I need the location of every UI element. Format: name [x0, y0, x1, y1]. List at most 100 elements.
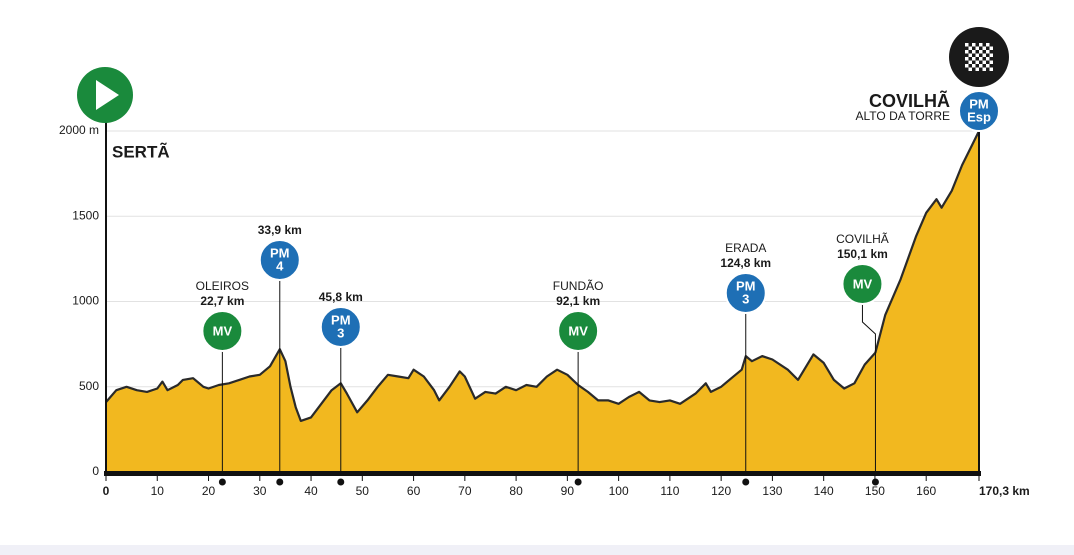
checker-square: [986, 64, 990, 68]
km-dot: [337, 478, 345, 486]
place-name: COVILHÃ: [836, 232, 889, 246]
checker-square: [968, 67, 972, 71]
badge-circle: [258, 239, 301, 281]
km-label: 45,8 km: [319, 290, 363, 304]
profile-line: [105, 130, 980, 422]
badge-circle: [557, 310, 600, 352]
badge-text: MV: [853, 276, 873, 291]
x-tick-label: 90: [561, 484, 575, 498]
y-tick-label: 0: [92, 464, 99, 478]
badge-text: 3: [742, 291, 749, 306]
badge-circle: [201, 310, 244, 352]
badge-circle: [319, 306, 362, 348]
km-dot: [871, 478, 879, 486]
checker-square: [982, 60, 986, 64]
y-tick-label: 2000 m: [59, 123, 99, 137]
checker-square: [968, 60, 972, 64]
checker-flag: [965, 43, 993, 71]
x-tick-label: 80: [509, 484, 523, 498]
x-tick-label: 150: [865, 484, 885, 498]
badge-text: 3: [337, 325, 344, 340]
checker-square: [968, 46, 972, 50]
start-name: SERTÃ: [112, 141, 170, 161]
checker-square: [986, 43, 990, 47]
finish-subtitle: ALTO DA TORRE: [856, 109, 950, 123]
x-axis: [104, 471, 981, 476]
checker-square: [972, 50, 976, 54]
y-tick-label: 1500: [72, 208, 99, 222]
x-tick-label: 120: [711, 484, 731, 498]
x-tick-label: 50: [356, 484, 370, 498]
leader-line: [861, 304, 876, 472]
place-name: FUNDÃO: [553, 279, 604, 293]
checker-square: [989, 53, 993, 57]
y-tick-label: 500: [79, 379, 99, 393]
km-dot: [218, 478, 226, 486]
badge-text: MV: [568, 323, 588, 338]
checker-square: [965, 64, 969, 68]
x-tick-label: 130: [762, 484, 782, 498]
badge-text: Esp: [967, 109, 991, 124]
place-name: OLEIROS: [196, 279, 249, 293]
checker-square: [982, 46, 986, 50]
checker-square: [979, 64, 983, 68]
checker-square: [965, 57, 969, 61]
x-tick-label: 100: [609, 484, 629, 498]
checker-square: [972, 57, 976, 61]
badge-text: 4: [276, 258, 284, 273]
checker-square: [968, 53, 972, 57]
checker-square: [982, 53, 986, 57]
badge-text: MV: [213, 323, 233, 338]
x-tick-label: 160: [916, 484, 936, 498]
km-dot: [276, 478, 284, 486]
x-tick-label: 20: [202, 484, 216, 498]
checker-square: [979, 50, 983, 54]
km-label: 124,8 km: [720, 256, 771, 270]
checker-square: [989, 46, 993, 50]
finish-name: COVILHÃ: [869, 90, 950, 111]
checker-square: [975, 67, 979, 71]
checker-square: [975, 60, 979, 64]
x-tick-label: 40: [304, 484, 318, 498]
badge-circle: [724, 272, 767, 314]
checker-square: [982, 67, 986, 71]
x-tick-label: 140: [814, 484, 834, 498]
checker-square: [975, 46, 979, 50]
x-tick-label: 10: [151, 484, 165, 498]
checker-square: [986, 50, 990, 54]
x-tick-label: 30: [253, 484, 267, 498]
profile-area: [106, 131, 979, 472]
checker-square: [979, 57, 983, 61]
badge-text: PM: [270, 245, 290, 260]
start-arrow: [96, 80, 119, 110]
checker-square: [972, 43, 976, 47]
place-name: ERADA: [725, 241, 766, 255]
x-tick-label: 110: [660, 484, 679, 498]
footer-band: [0, 545, 1074, 555]
checker-square: [979, 43, 983, 47]
x-tick-label: 70: [458, 484, 472, 498]
checker-square: [975, 53, 979, 57]
km-label: 150,1 km: [837, 247, 888, 261]
profile: [105, 130, 980, 472]
x-tick-label: 0: [103, 484, 110, 498]
x-tick-label: 170,3 km: [979, 484, 1030, 498]
badge-text: PM: [969, 96, 989, 111]
y-tick-label: 1000: [72, 294, 99, 308]
checker-square: [989, 60, 993, 64]
km-dot: [742, 478, 750, 486]
km-label: 22,7 km: [200, 294, 244, 308]
km-dot: [574, 478, 582, 486]
checker-square: [965, 43, 969, 47]
checker-square: [972, 64, 976, 68]
badge-text: PM: [736, 278, 756, 293]
checker-square: [986, 57, 990, 61]
checker-square: [965, 50, 969, 54]
km-label: 33,9 km: [258, 223, 302, 237]
checker-square: [989, 67, 993, 71]
badge-circle: [958, 90, 1000, 132]
x-tick-label: 60: [407, 484, 421, 498]
